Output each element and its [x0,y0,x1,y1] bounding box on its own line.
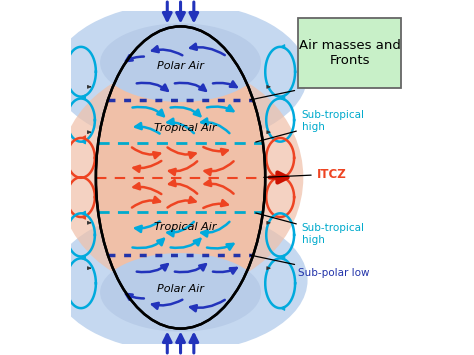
Ellipse shape [54,3,308,147]
FancyBboxPatch shape [299,18,401,88]
Text: Air masses and
Fronts: Air masses and Fronts [299,39,401,67]
Ellipse shape [58,64,303,291]
Ellipse shape [54,208,308,352]
Ellipse shape [100,23,261,102]
Text: Polar Air: Polar Air [157,61,204,71]
Ellipse shape [96,26,265,329]
Text: Sub-polar low: Sub-polar low [250,255,370,278]
Text: Polar Air: Polar Air [157,284,204,294]
Text: Sub-tropical
high: Sub-tropical high [256,213,365,245]
Text: Sub-tropical
high: Sub-tropical high [256,110,365,142]
Text: Tropical Air: Tropical Air [154,222,216,233]
Text: Sub-polar low: Sub-polar low [250,77,370,100]
Ellipse shape [100,253,261,332]
Text: Tropical Air: Tropical Air [154,122,216,133]
Text: ITCZ: ITCZ [264,168,346,181]
